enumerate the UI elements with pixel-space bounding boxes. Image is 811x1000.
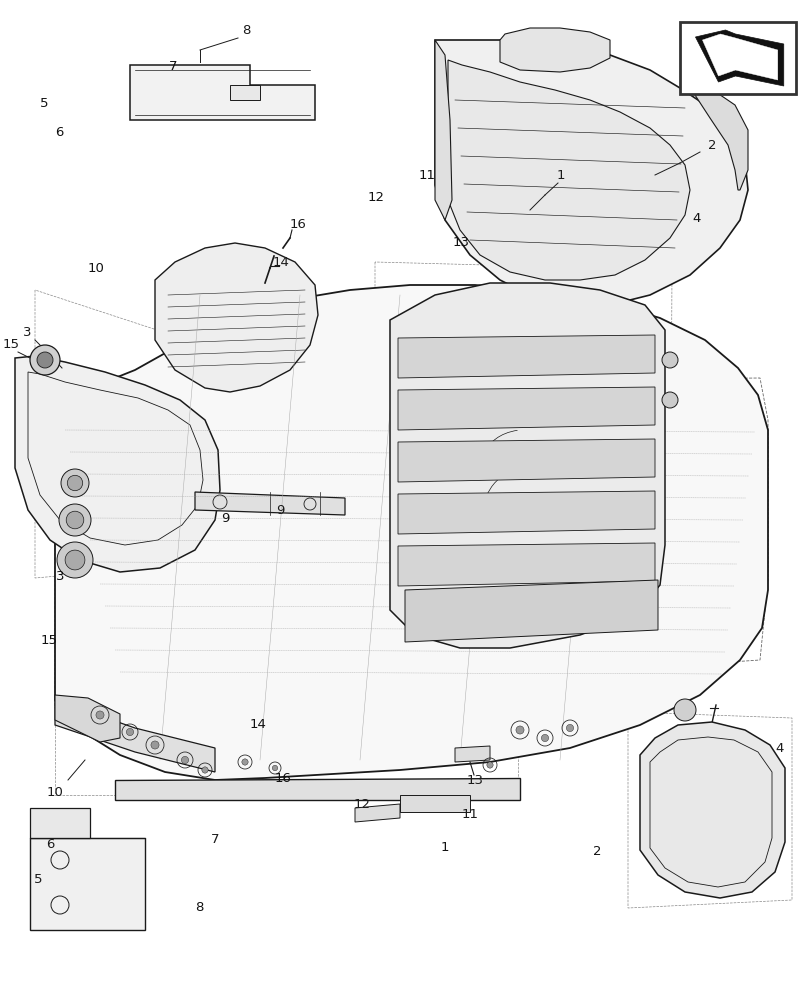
Circle shape — [515, 726, 523, 734]
Text: 1: 1 — [556, 169, 564, 182]
Circle shape — [181, 756, 188, 764]
Text: 9: 9 — [276, 504, 284, 516]
Circle shape — [67, 475, 83, 491]
Polygon shape — [195, 492, 345, 515]
Text: 6: 6 — [55, 126, 63, 139]
Circle shape — [566, 724, 573, 732]
Polygon shape — [230, 85, 260, 100]
Polygon shape — [397, 439, 654, 482]
Polygon shape — [702, 34, 777, 80]
Polygon shape — [694, 30, 783, 86]
Polygon shape — [30, 808, 90, 838]
Polygon shape — [55, 695, 120, 742]
Text: 14: 14 — [272, 255, 289, 268]
Text: 3: 3 — [56, 570, 64, 582]
Text: 14: 14 — [250, 717, 266, 730]
Circle shape — [673, 699, 695, 721]
Polygon shape — [115, 778, 519, 800]
Circle shape — [127, 728, 134, 736]
Text: 2: 2 — [707, 139, 715, 152]
Text: 5: 5 — [41, 97, 49, 110]
Circle shape — [202, 767, 208, 773]
Text: 8: 8 — [195, 901, 204, 914]
Text: 6: 6 — [45, 838, 54, 851]
Polygon shape — [15, 356, 220, 572]
Text: 10: 10 — [46, 786, 63, 799]
Polygon shape — [397, 387, 654, 430]
Polygon shape — [130, 65, 315, 120]
Polygon shape — [397, 543, 654, 586]
Circle shape — [67, 511, 84, 529]
Text: 16: 16 — [290, 218, 306, 231]
Circle shape — [661, 352, 677, 368]
Text: 16: 16 — [274, 772, 290, 784]
Bar — [680, 22, 795, 94]
Polygon shape — [454, 746, 489, 762]
Circle shape — [96, 711, 104, 719]
Polygon shape — [400, 795, 470, 812]
Circle shape — [541, 734, 548, 742]
Polygon shape — [354, 804, 400, 822]
Polygon shape — [55, 285, 767, 780]
Circle shape — [30, 345, 60, 375]
Text: 5: 5 — [34, 874, 42, 886]
Text: 9: 9 — [221, 512, 230, 524]
Polygon shape — [397, 335, 654, 378]
Text: 1: 1 — [440, 841, 448, 854]
Text: 11: 11 — [418, 169, 435, 182]
Circle shape — [661, 392, 677, 408]
Circle shape — [272, 765, 277, 771]
Circle shape — [59, 504, 91, 536]
Text: 13: 13 — [466, 774, 483, 786]
Text: 4: 4 — [775, 741, 783, 754]
Circle shape — [151, 741, 159, 749]
Text: 12: 12 — [353, 797, 370, 810]
Text: 2: 2 — [592, 845, 600, 858]
Polygon shape — [55, 700, 215, 772]
Polygon shape — [30, 838, 145, 930]
Polygon shape — [397, 491, 654, 534]
Text: 8: 8 — [242, 24, 250, 37]
Text: 7: 7 — [211, 833, 219, 846]
Circle shape — [65, 550, 85, 570]
Circle shape — [57, 542, 93, 578]
Text: 3: 3 — [23, 326, 31, 340]
Circle shape — [242, 759, 248, 765]
Polygon shape — [405, 580, 657, 642]
Text: 13: 13 — [453, 236, 469, 249]
Text: 15: 15 — [2, 338, 19, 352]
Polygon shape — [435, 40, 452, 220]
Circle shape — [37, 352, 53, 368]
Polygon shape — [155, 243, 318, 392]
Polygon shape — [389, 283, 664, 648]
Polygon shape — [500, 28, 609, 72]
Text: 12: 12 — [367, 191, 384, 204]
Text: 7: 7 — [169, 60, 177, 73]
Circle shape — [487, 762, 492, 768]
Circle shape — [61, 469, 89, 497]
Polygon shape — [639, 722, 784, 898]
Text: 4: 4 — [692, 212, 700, 225]
Polygon shape — [435, 40, 747, 305]
Text: 11: 11 — [461, 808, 478, 821]
Text: 15: 15 — [41, 634, 57, 646]
Polygon shape — [448, 60, 689, 280]
Text: 10: 10 — [88, 261, 104, 274]
Polygon shape — [694, 88, 747, 190]
